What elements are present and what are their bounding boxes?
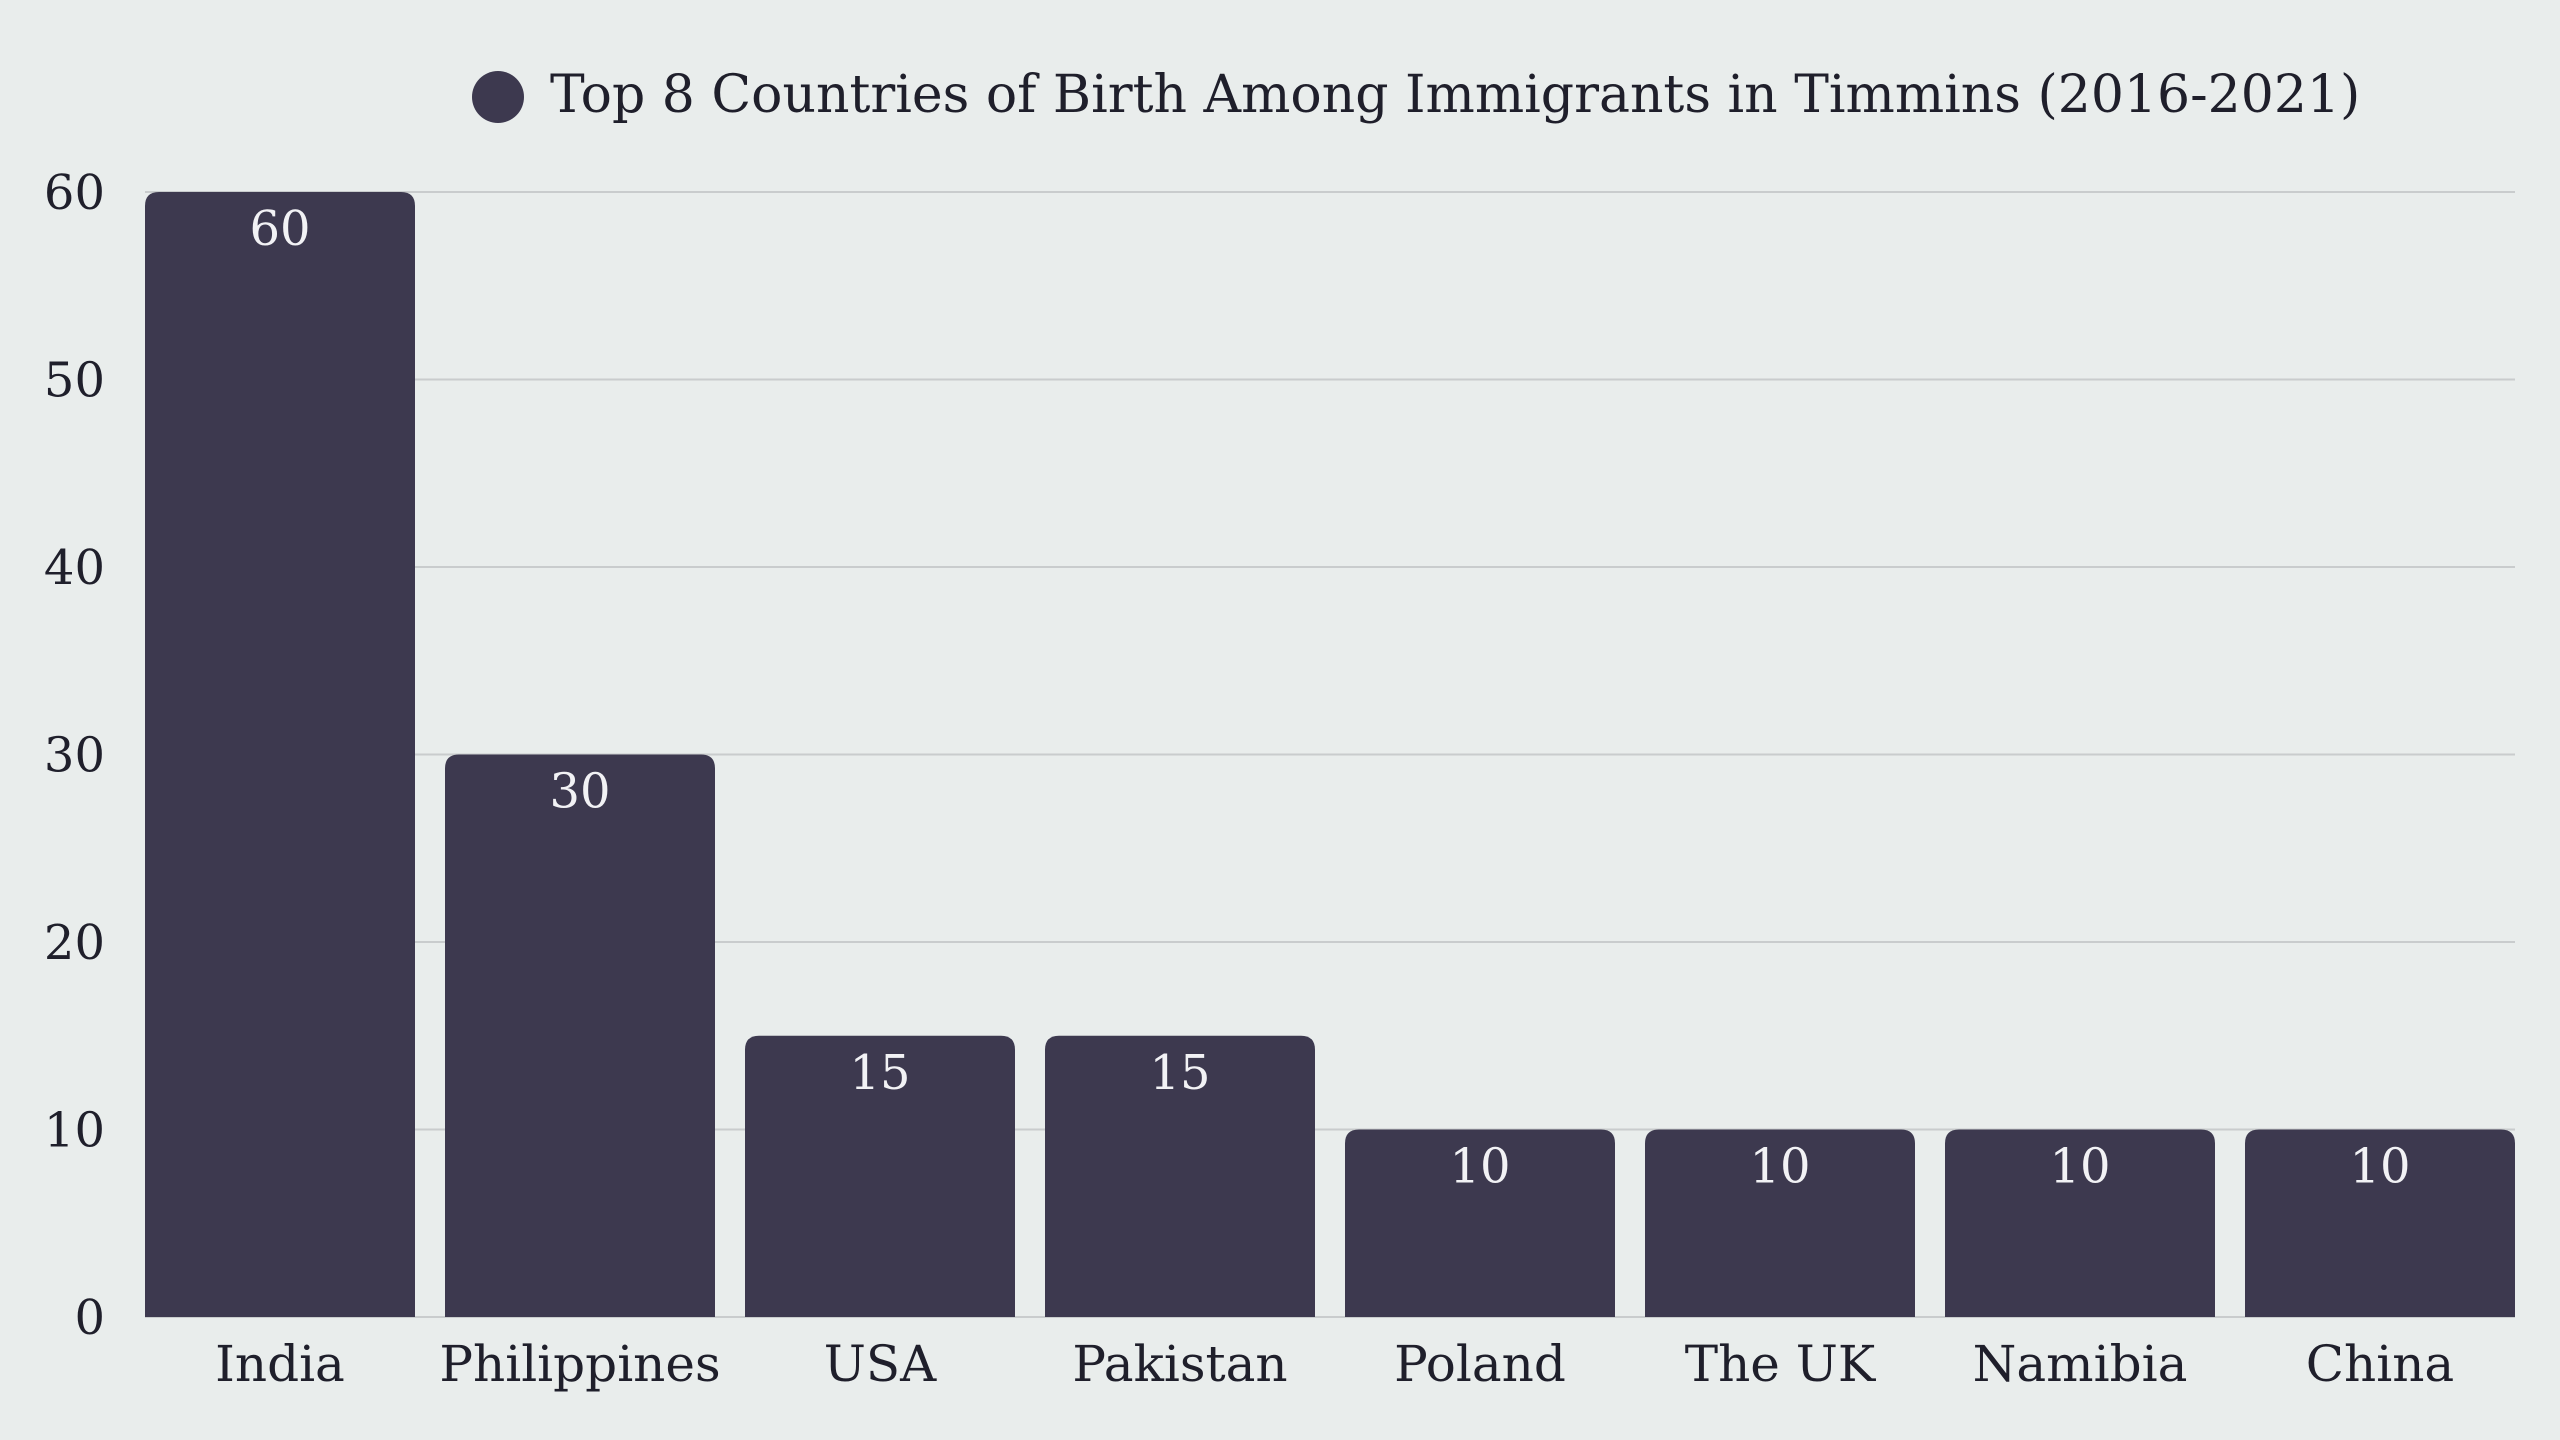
bar-usa[interactable] xyxy=(745,1035,1015,1317)
x-tick-label: USA xyxy=(824,1335,937,1393)
legend[interactable]: Top 8 Countries of Birth Among Immigrant… xyxy=(472,65,2360,125)
y-tick-label: 10 xyxy=(44,1103,105,1159)
bars: 60 30 15 15 10 10 10 10 xyxy=(145,192,2515,1317)
bar-china[interactable] xyxy=(2245,1129,2515,1318)
x-axis-labels: India Philippines USA Pakistan Poland The UK N… xyxy=(215,1335,2454,1393)
y-tick-label: 20 xyxy=(44,915,105,971)
y-tick-label: 0 xyxy=(74,1290,105,1346)
bar-the-uk[interactable] xyxy=(1645,1129,1915,1318)
bar-namibia[interactable] xyxy=(1945,1129,2215,1318)
x-tick-label: Namibia xyxy=(1973,1335,2188,1393)
data-label: 60 xyxy=(249,201,310,257)
y-tick-label: 40 xyxy=(44,540,105,596)
x-tick-label: India xyxy=(215,1335,345,1393)
data-label: 10 xyxy=(1449,1139,1510,1195)
bar-pakistan[interactable] xyxy=(1045,1035,1315,1317)
y-tick-label: 60 xyxy=(44,165,105,221)
x-tick-label: Poland xyxy=(1394,1335,1566,1393)
legend-marker xyxy=(472,71,524,123)
y-tick-label: 50 xyxy=(44,353,105,409)
x-tick-label: Philippines xyxy=(439,1335,720,1393)
data-label: 30 xyxy=(549,764,610,820)
x-tick-label: Pakistan xyxy=(1072,1335,1287,1393)
data-label: 15 xyxy=(1149,1045,1210,1101)
data-label: 15 xyxy=(849,1045,910,1101)
data-label: 10 xyxy=(2049,1139,2110,1195)
y-axis-ticks: 0 10 20 30 40 50 60 xyxy=(44,165,105,1346)
bar-poland[interactable] xyxy=(1345,1129,1615,1318)
legend-label: Top 8 Countries of Birth Among Immigrant… xyxy=(550,65,2360,125)
x-tick-label: The UK xyxy=(1685,1335,1877,1393)
y-tick-label: 30 xyxy=(44,728,105,784)
data-label: 10 xyxy=(2349,1139,2410,1195)
bar-india[interactable] xyxy=(145,192,415,1317)
bar-philippines[interactable] xyxy=(445,754,715,1318)
data-label: 10 xyxy=(1749,1139,1810,1195)
x-tick-label: China xyxy=(2306,1335,2454,1393)
